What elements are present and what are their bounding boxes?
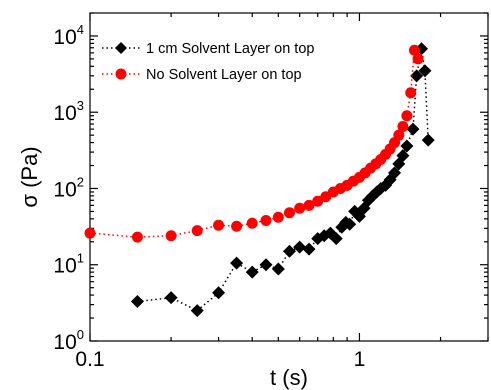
data-point-diamond [212, 286, 226, 300]
plot-area [89, 12, 489, 342]
legend-entry-no-solvent: No Solvent Layer on top [102, 67, 302, 83]
data-point-diamond [271, 262, 285, 276]
legend: 1 cm Solvent Layer on top No Solvent Lay… [102, 41, 314, 83]
y-tick-label: 104 [53, 22, 84, 49]
data-point-diamond [259, 258, 273, 272]
series-solvent-layer [130, 42, 435, 318]
data-point-diamond [410, 69, 424, 83]
data-point-circle [231, 220, 243, 232]
data-point-circle [191, 225, 203, 237]
data-point-diamond [400, 139, 414, 153]
data-point-diamond [329, 232, 343, 246]
data-point-diamond [282, 244, 296, 258]
data-point-circle [131, 231, 143, 243]
data-point-diamond [230, 256, 244, 270]
y-tick-label: 100 [53, 327, 84, 354]
data-point-circle [408, 44, 420, 56]
data-point-diamond [190, 304, 204, 318]
data-point-diamond [388, 166, 402, 180]
x-tick-label: 0.1 [75, 348, 104, 371]
x-axis-ticks: 0.1 1 [75, 13, 489, 371]
series-line [137, 48, 429, 312]
legend-marker-solvent [115, 42, 127, 54]
data-point-diamond [343, 217, 357, 231]
data-point-circle [246, 217, 258, 229]
data-point-diamond [302, 242, 316, 256]
data-point-diamond [130, 294, 144, 308]
legend-label-no-solvent: No Solvent Layer on top [146, 67, 302, 83]
data-point-circle [412, 53, 424, 65]
data-point-circle [213, 219, 225, 231]
y-axis-title: σ (Pa) [17, 146, 42, 207]
data-point-diamond [418, 64, 432, 78]
y-tick-label: 101 [53, 251, 84, 278]
data-point-diamond [421, 133, 435, 147]
data-point-circle [401, 110, 413, 122]
data-point-circle [260, 215, 272, 227]
data-point-circle [397, 120, 409, 132]
data-point-circle [312, 195, 324, 207]
data-point-circle [294, 202, 306, 214]
legend-label-solvent: 1 cm Solvent Layer on top [146, 41, 314, 57]
data-point-diamond [406, 122, 420, 136]
y-tick-label: 102 [53, 174, 84, 201]
data-point-circle [272, 211, 284, 223]
legend-entry-solvent: 1 cm Solvent Layer on top [102, 41, 314, 57]
x-tick-label: 1 [354, 348, 366, 371]
y-axis-ticks: 100 101 102 103 104 [53, 12, 488, 354]
data-point-circle [84, 227, 96, 239]
data-point-diamond [293, 240, 307, 254]
data-point-circle [165, 230, 177, 242]
data-point-circle [393, 129, 405, 141]
series-no-solvent-layer [84, 44, 424, 243]
legend-marker-no-solvent [115, 68, 127, 80]
data-point-diamond [164, 291, 178, 305]
data-point-diamond [245, 265, 259, 279]
x-axis-title: t (s) [270, 365, 308, 390]
data-point-circle [283, 207, 295, 219]
y-tick-label: 103 [53, 98, 84, 125]
series-layer [84, 42, 435, 318]
data-point-circle [405, 87, 417, 99]
data-point-diamond [396, 149, 410, 163]
data-point-circle [303, 199, 315, 211]
